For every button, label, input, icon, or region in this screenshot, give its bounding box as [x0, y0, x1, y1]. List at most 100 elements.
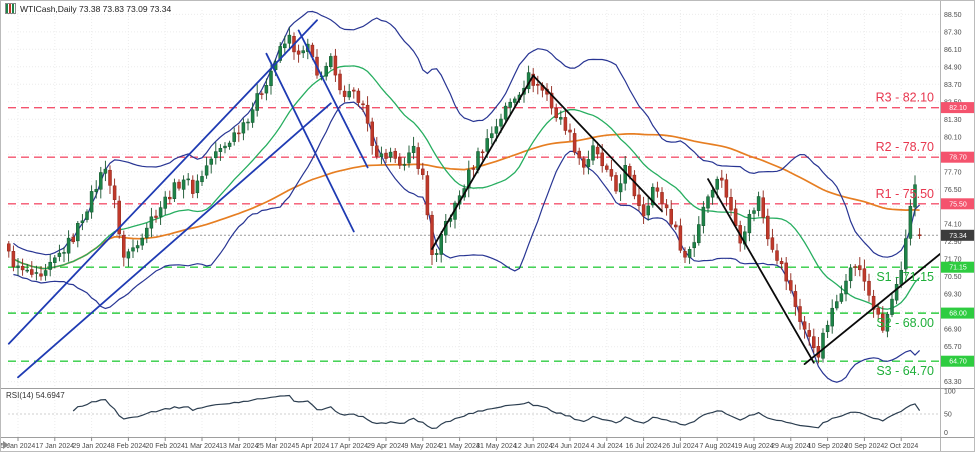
price-tick: 83.70	[944, 82, 962, 89]
candle	[278, 46, 282, 61]
candle	[881, 313, 885, 331]
candle	[76, 223, 80, 242]
candle	[11, 251, 16, 268]
candle	[752, 210, 756, 214]
candle	[388, 151, 393, 158]
support-resistance-lines	[8, 106, 940, 362]
price-tick: 80.10	[944, 134, 962, 141]
candle	[260, 93, 264, 95]
date-label: 19 Aug 2024	[734, 443, 773, 450]
date-label: 29 Apr 2024	[367, 443, 405, 450]
date-label: 8 Feb 2024	[111, 443, 147, 450]
candle	[356, 90, 361, 103]
level-label-R3: R3 - 82.10	[876, 91, 934, 105]
candle	[618, 183, 623, 193]
chart-title: WTICash,Daily 73.38 73.83 73.09 73.34	[5, 3, 171, 14]
price-tick: 87.30	[944, 29, 962, 36]
date-label: 5 Apr 2024	[295, 443, 329, 450]
candle	[145, 227, 149, 238]
candle	[894, 284, 899, 301]
candle	[646, 205, 650, 216]
candle	[103, 168, 108, 174]
date-label: 29 Jan 2024	[72, 443, 111, 450]
candle	[34, 272, 39, 274]
candle	[255, 93, 259, 111]
candle	[407, 152, 411, 164]
candle	[223, 145, 227, 149]
candle	[766, 215, 770, 240]
candle	[632, 174, 637, 197]
candle	[678, 225, 683, 251]
trendline-recovery-support[interactable]	[803, 253, 941, 366]
candle	[692, 242, 696, 249]
date-label: 7 Aug 2024	[699, 443, 735, 450]
candle	[844, 280, 848, 295]
date-label: 25 Mar 2024	[256, 443, 295, 450]
candle	[591, 145, 595, 161]
candle	[269, 70, 273, 86]
candle	[508, 101, 512, 108]
trendline-ascending-channel-lower[interactable]	[17, 102, 332, 379]
trendline-september-decline[interactable]	[707, 178, 815, 364]
candle	[131, 247, 135, 252]
candle	[163, 196, 167, 209]
candle	[595, 146, 600, 155]
price-tick: 70.50	[944, 274, 962, 281]
candle	[393, 150, 397, 159]
candle	[614, 175, 618, 192]
candle	[117, 200, 121, 235]
candle	[848, 267, 853, 282]
candle	[149, 216, 154, 229]
trendline-ascending-channel-upper[interactable]	[7, 19, 318, 345]
candle	[471, 168, 476, 170]
candle	[724, 179, 729, 198]
trendline-zigzag-up[interactable]	[431, 74, 535, 250]
date-label: 26 Jul 2024	[662, 443, 698, 450]
candle	[99, 172, 103, 190]
price-tick: 63.30	[944, 379, 962, 386]
candle	[784, 262, 788, 282]
price-tick: 84.90	[944, 64, 962, 71]
level-labels: R3 - 82.10 R2 - 78.70 R1 - 75.50 S1 - 71.15…	[876, 91, 934, 379]
candle	[411, 145, 416, 153]
rsi-scale-tick: 50	[944, 412, 952, 419]
trendline-descending-line-1[interactable]	[265, 52, 355, 233]
candle	[651, 186, 655, 206]
candle	[122, 234, 126, 258]
candle	[499, 118, 503, 127]
candle	[660, 192, 664, 204]
candle	[329, 56, 333, 68]
candle	[756, 196, 761, 211]
date-label: 16 Jul 2024	[625, 443, 661, 450]
candle	[559, 117, 563, 120]
price-tick: 81.30	[944, 117, 962, 124]
level-price-badge	[941, 355, 975, 367]
candle	[669, 208, 673, 225]
candle	[232, 132, 236, 142]
candle	[775, 250, 779, 261]
trendline-descending-line-2[interactable]	[297, 29, 369, 169]
trendline-zigzag-down[interactable]	[532, 74, 663, 213]
candle	[71, 236, 75, 243]
candle	[655, 187, 660, 192]
candle	[53, 257, 57, 263]
candle	[214, 151, 218, 159]
level-price-badge	[941, 102, 975, 114]
level-price-badge-text: 71.15	[949, 265, 967, 272]
candle	[853, 266, 857, 268]
candle	[904, 238, 908, 270]
candle	[747, 214, 752, 234]
rsi-scale-tick: 0	[944, 430, 948, 437]
candle	[687, 249, 692, 258]
candle	[485, 138, 489, 152]
date-label: 21 May 2024	[439, 443, 480, 450]
candle	[439, 233, 443, 255]
candle	[16, 265, 20, 269]
candle	[729, 197, 733, 211]
candle	[563, 117, 568, 131]
level-price-badge	[941, 198, 975, 210]
candle	[89, 191, 94, 213]
candle	[227, 142, 232, 147]
